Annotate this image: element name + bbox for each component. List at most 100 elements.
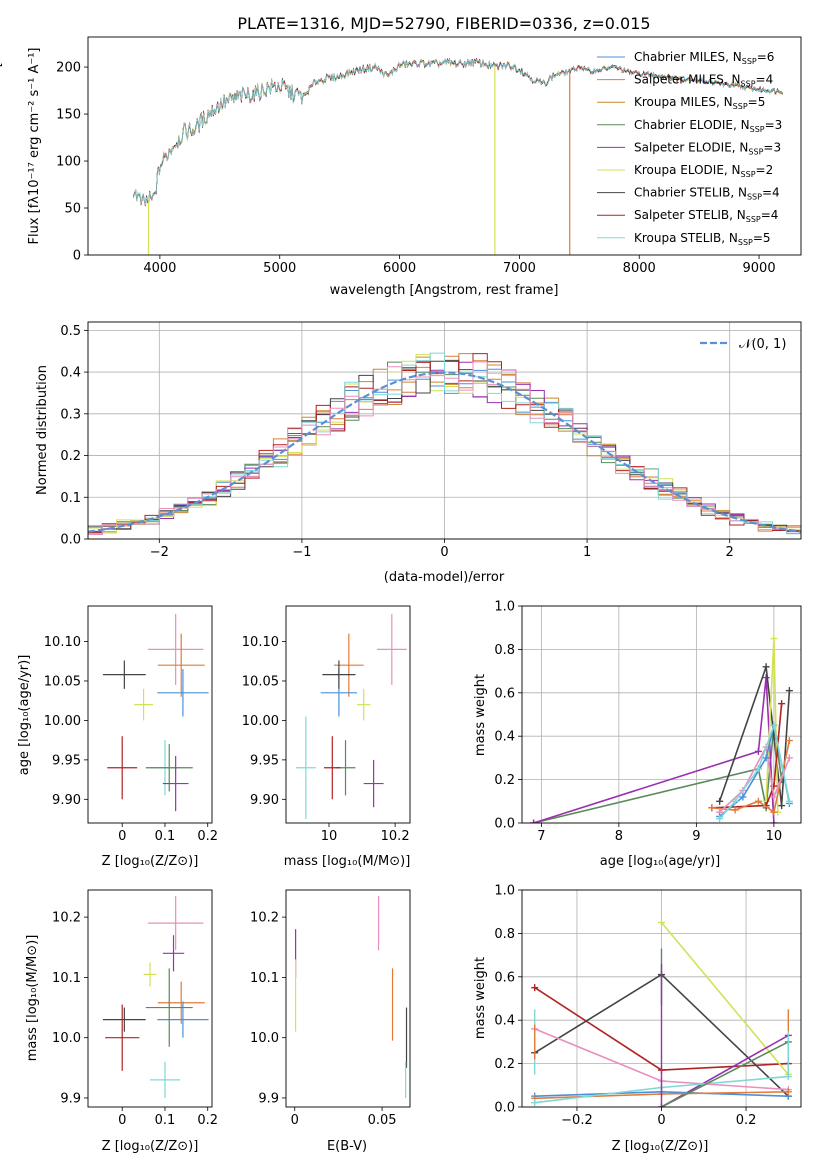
- y-axis-label: mass weight: [473, 674, 488, 756]
- y-axis-label: Normed distribution: [35, 365, 50, 495]
- normal-reference-curve: [88, 371, 801, 533]
- y-tick-label: 9.90: [52, 793, 81, 808]
- legend-label: 𝒩(0, 1): [739, 337, 786, 352]
- x-tick-label: 6000: [383, 261, 416, 276]
- y-tick-label: 0.4: [494, 730, 515, 745]
- legend-label: Kroupa STELIB, NSSP=5: [634, 231, 771, 247]
- x-axis-label: Z [log₁₀(Z/Z⊙)]: [102, 1139, 199, 1154]
- plot-area: [102, 613, 209, 812]
- x-tick-label: 0.2: [197, 829, 218, 844]
- y-axis-label: Flux [fλ10⁻¹⁷ erg cm⁻² s⁻¹ A⁻¹]: [0, 0, 4, 99]
- y-tick-label: 0.4: [494, 1014, 515, 1029]
- x-axis-label: age [log₁₀(age/yr)]: [600, 854, 721, 869]
- marker: [754, 765, 762, 773]
- y-tick-label: 150: [56, 108, 81, 123]
- axes-frame: [285, 889, 411, 1108]
- marker: [770, 793, 778, 801]
- x-tick-label: −2: [150, 545, 169, 560]
- y-tick-label: 0.4: [60, 366, 81, 381]
- plot-area: [295, 896, 408, 1098]
- x-tick-label: 10: [321, 829, 338, 844]
- y-tick-label: 10.1: [250, 971, 279, 986]
- legend-label: Chabrier MILES, NSSP=6: [634, 50, 774, 66]
- errorbar-point: [102, 1007, 146, 1032]
- errorbar-point: [134, 688, 153, 721]
- marker: [731, 797, 739, 805]
- y-tick-label: 0.2: [494, 773, 515, 788]
- y-tick-label: 0.8: [494, 643, 515, 658]
- y-tick-label: 10.0: [250, 1031, 279, 1046]
- errorbar-point: [107, 736, 138, 800]
- x-tick-label: 0.2: [736, 1113, 757, 1128]
- y-tick-label: 9.9: [258, 1091, 279, 1106]
- errorbar-point: [162, 755, 189, 812]
- marker: [531, 984, 539, 992]
- errorbar-point: [295, 716, 316, 820]
- y-tick-label: 10.1: [52, 971, 81, 986]
- errorbar-point: [147, 896, 204, 951]
- legend-label: Chabrier ELODIE, NSSP=3: [634, 118, 782, 134]
- residuals-panel: −2 −1 0 1 2 0.0 0.1 0.2 0.3 0.4 0.5 (data-model)/er…: [35, 321, 802, 585]
- marker: [770, 819, 778, 823]
- age-vs-mass-panel: 10 10.2 9.90 9.95 10.00 10.05 10.10 mass [log₁₀…: [242, 605, 411, 869]
- errorbar-point: [147, 613, 204, 685]
- plot-area: [102, 896, 209, 1098]
- legend-label: Chabrier STELIB, NSSP=4: [634, 186, 780, 202]
- axes-frame: [521, 605, 802, 824]
- x-tick-label: 0.05: [368, 1113, 397, 1128]
- errorbar-point: [157, 633, 205, 697]
- x-tick-label: 8000: [623, 261, 656, 276]
- errorbar-point: [324, 736, 341, 800]
- mass-weight-line: [661, 1034, 789, 1107]
- x-axis-label: Z [log₁₀(Z/Z⊙)]: [102, 854, 199, 869]
- marker: [762, 663, 770, 671]
- marker: [770, 721, 778, 729]
- axes-frame: [521, 889, 802, 1108]
- plot-area: [88, 352, 801, 539]
- marker: [762, 754, 770, 762]
- errorbar-point: [145, 968, 193, 1047]
- legend-label: Salpeter ELODIE, NSSP=3: [634, 140, 781, 156]
- x-tick-label: 0.2: [197, 1113, 218, 1128]
- y-tick-label: 9.95: [250, 753, 279, 768]
- y-tick-label: 0: [73, 249, 81, 264]
- errorbar-point: [102, 660, 146, 689]
- legend-label: Kroupa ELODIE, NSSP=2: [634, 163, 773, 179]
- x-axis-label: wavelength [Angstrom, rest frame]: [330, 283, 559, 298]
- marker: [658, 919, 665, 927]
- legend-label: Salpeter STELIB, NSSP=4: [634, 208, 778, 224]
- marker: [778, 700, 786, 708]
- y-tick-label: 9.95: [52, 753, 81, 768]
- x-tick-label: 0: [657, 1113, 665, 1128]
- y-tick-label: 0.8: [494, 927, 515, 942]
- errorbar-point: [105, 1004, 140, 1071]
- plot-area: [531, 919, 792, 1107]
- legend: 𝒩(0, 1): [700, 337, 786, 352]
- x-axis-label: mass [log₁₀(M/M⊙)]: [284, 854, 411, 869]
- spectrum-line: [133, 57, 784, 206]
- marker: [531, 1099, 539, 1107]
- y-tick-label: 10.05: [44, 674, 81, 689]
- y-axis-label: mass weight: [473, 957, 488, 1039]
- histogram: [88, 361, 801, 539]
- x-tick-label: 9: [692, 829, 700, 844]
- y-tick-label: 10.10: [44, 635, 81, 650]
- marker: [778, 802, 786, 810]
- x-tick-label: 0: [118, 1113, 126, 1128]
- errorbar-point: [150, 1061, 180, 1098]
- marker: [785, 737, 793, 745]
- y-tick-label: 100: [56, 155, 81, 170]
- x-tick-label: 7000: [503, 261, 536, 276]
- errorbar-point: [157, 1001, 209, 1038]
- x-tick-label: 0.1: [155, 1113, 176, 1128]
- mass-weight-line: [718, 666, 791, 806]
- plot-area: [295, 613, 407, 820]
- weight-vs-age-panel: 7 8 9 10 0.0 0.2 0.4 0.6 0.8 1.0 age [log₁₀(age/yr…: [473, 600, 802, 869]
- y-tick-label: 9.90: [250, 793, 279, 808]
- marker: [731, 806, 739, 814]
- errorbar-point: [145, 744, 193, 792]
- marker: [784, 1088, 792, 1096]
- y-tick-label: 200: [56, 61, 81, 76]
- x-axis-label: (data-model)/error: [384, 570, 505, 585]
